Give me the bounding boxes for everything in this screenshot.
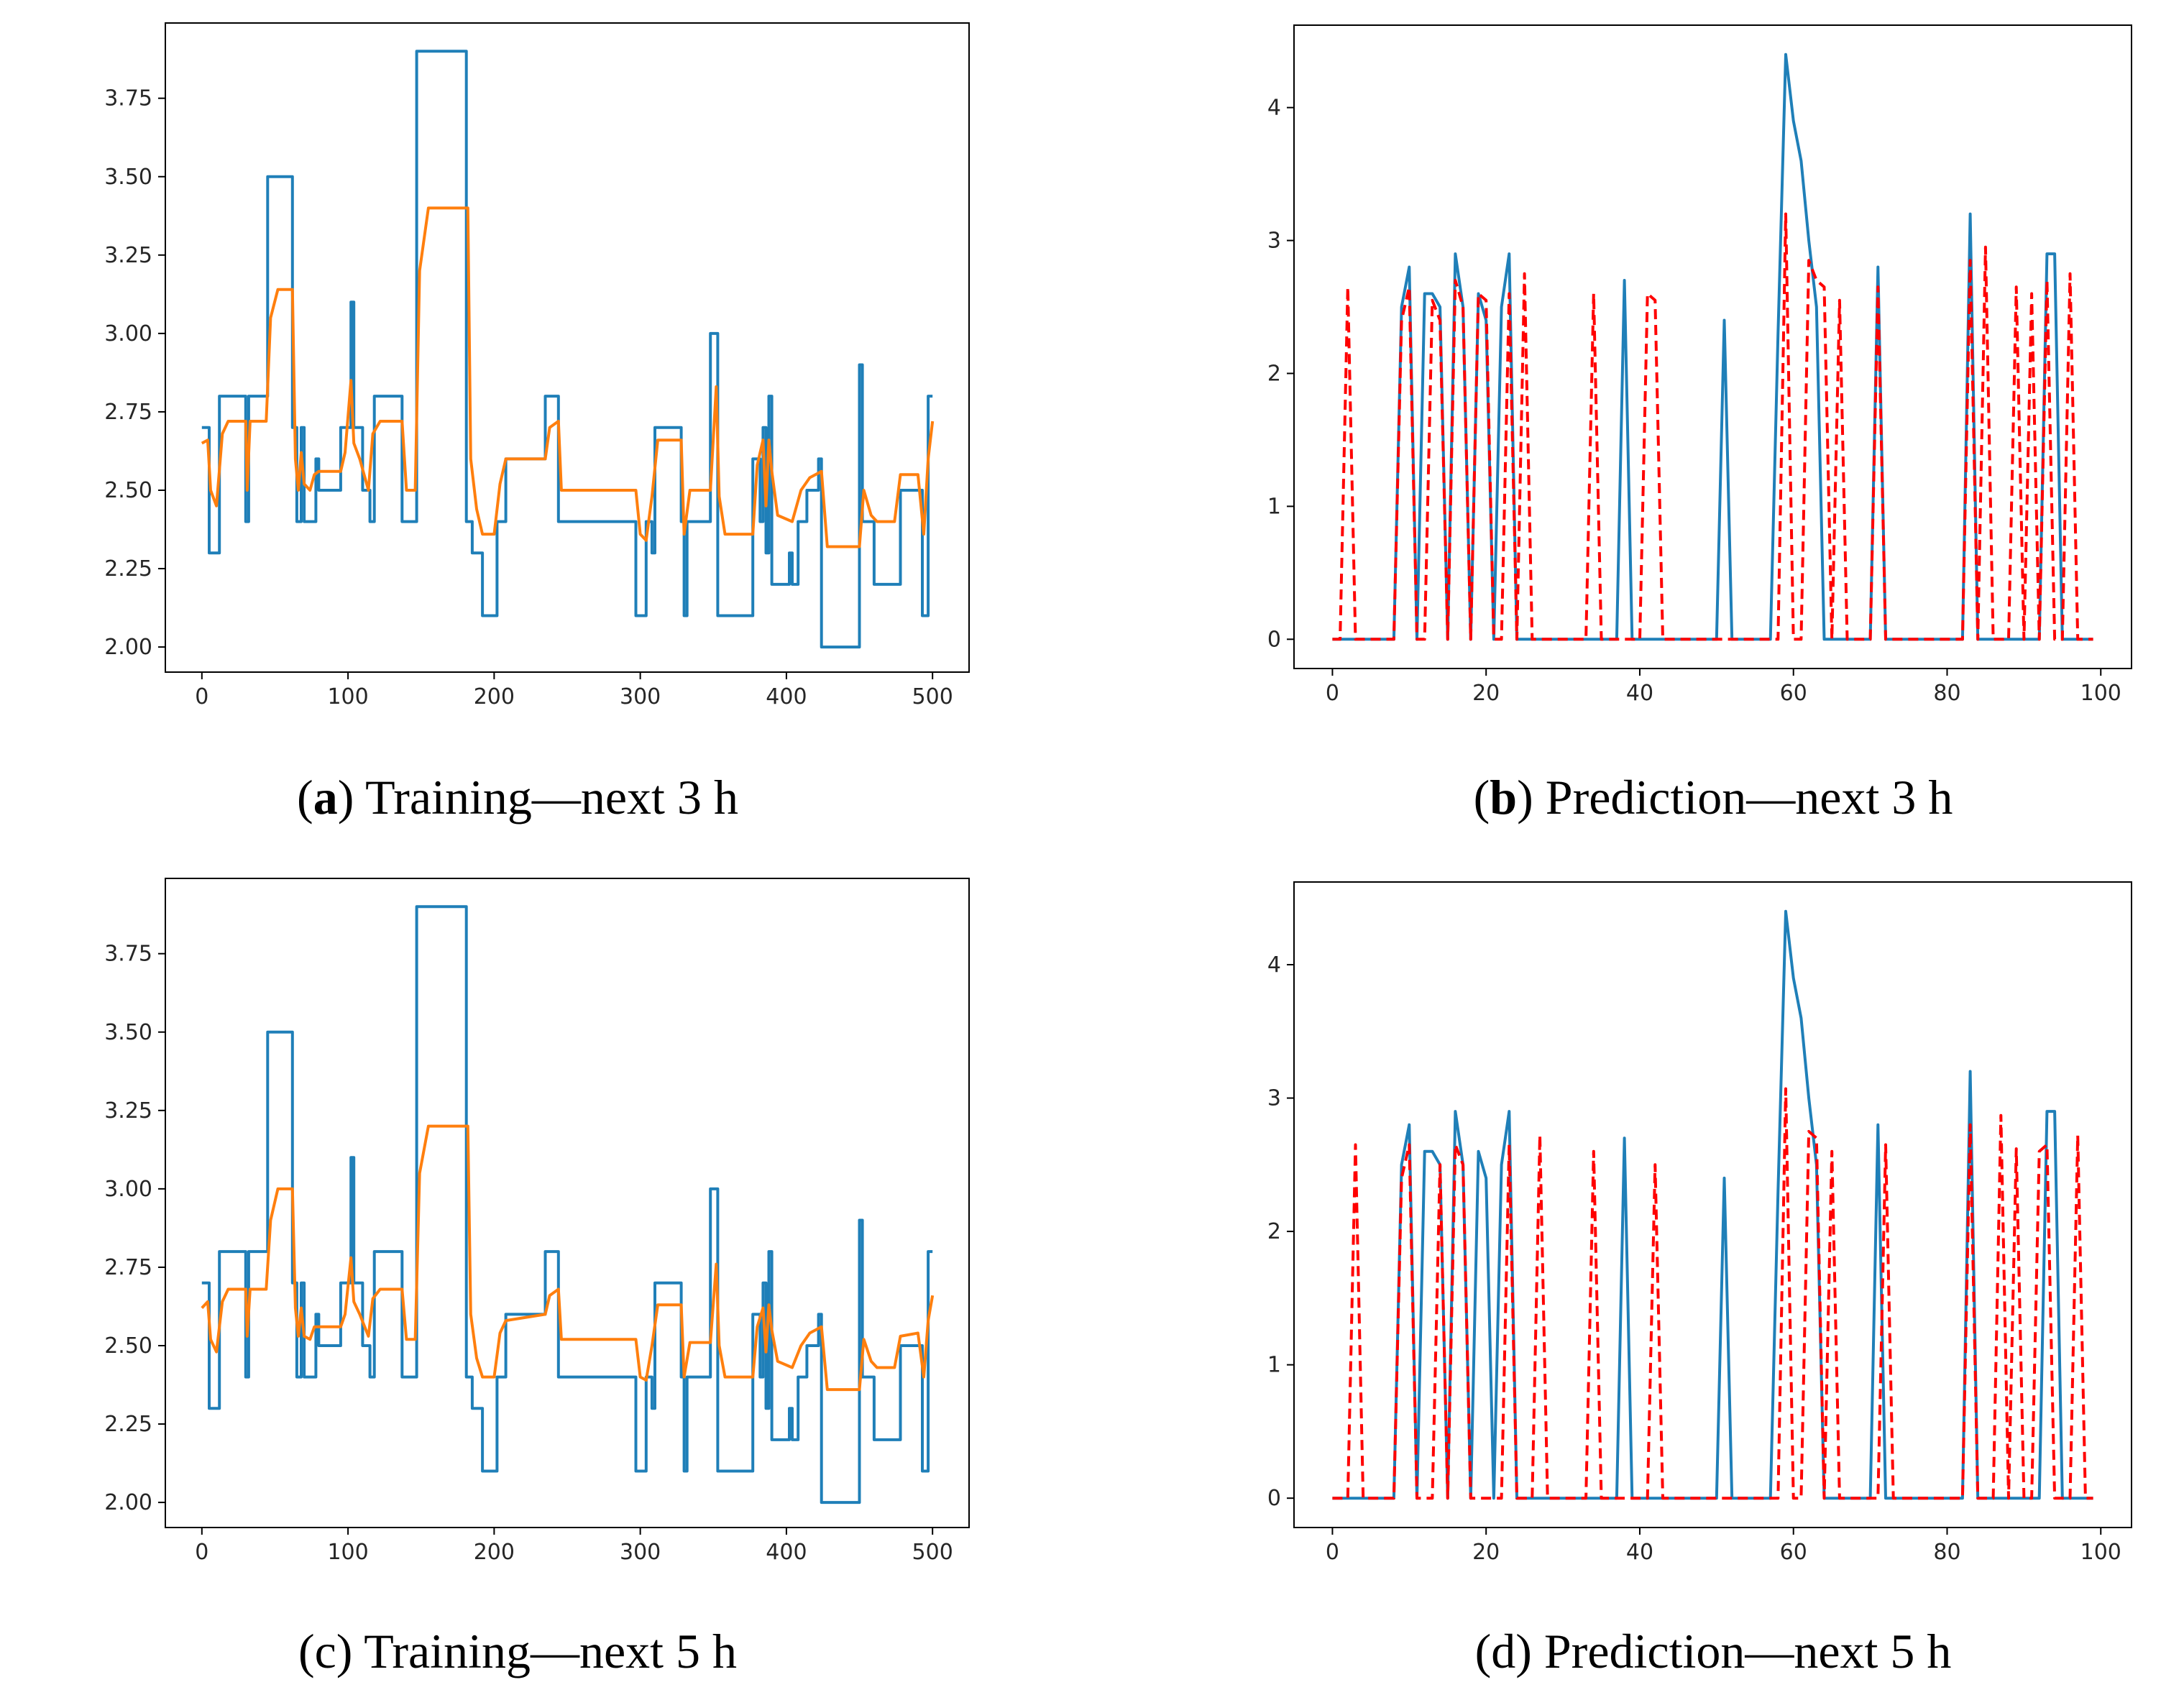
y-tick-label: 4 xyxy=(1267,952,1281,978)
x-tick-label: 400 xyxy=(766,684,807,709)
y-tick-label: 2.50 xyxy=(104,1333,152,1359)
x-tick-label: 200 xyxy=(474,1540,515,1565)
y-tick-label: 4 xyxy=(1267,96,1281,121)
y-tick-label: 3.00 xyxy=(104,1177,152,1202)
x-tick-label: 500 xyxy=(912,1540,953,1565)
caption-d: (d) Prediction—next 5 h xyxy=(1474,1624,1952,1678)
x-tick-label: 80 xyxy=(1933,1540,1960,1565)
y-tick-label: 2.25 xyxy=(104,1412,152,1437)
y-tick-label: 2.00 xyxy=(104,635,152,660)
x-tick-label: 60 xyxy=(1780,1540,1807,1565)
y-tick-label: 3 xyxy=(1267,1086,1281,1111)
series-pred-line xyxy=(1332,1087,2093,1500)
x-tick-label: 100 xyxy=(2080,1540,2121,1565)
caption-a: (a) Training—next 3 h xyxy=(297,770,738,824)
y-tick-label: 3.25 xyxy=(104,243,152,268)
x-tick-label: 100 xyxy=(327,684,368,709)
caption-c: (c) Training—next 5 h xyxy=(298,1624,738,1678)
y-tick-label: 1 xyxy=(1267,1353,1281,1378)
y-tick-label: 0 xyxy=(1267,1486,1281,1511)
y-tick-label: 2.50 xyxy=(104,478,152,503)
y-tick-label: 3 xyxy=(1267,229,1281,254)
y-tick-label: 2 xyxy=(1267,361,1281,386)
series-actual-line xyxy=(1332,52,2093,641)
x-tick-label: 0 xyxy=(195,1540,208,1565)
y-tick-label: 3.75 xyxy=(104,942,152,967)
chart-a: 0 100 200 300 400 500 2.00 2.25 2.50 2.75 3.00 3.25… xyxy=(104,22,970,709)
x-tick-label: 0 xyxy=(1326,1540,1339,1565)
chart-c: 0 100 200 300 400 500 2.00 2.25 2.50 2.75 3.00 3.25… xyxy=(104,878,970,1565)
x-tick-label: 200 xyxy=(474,684,515,709)
y-tick-label: 3.25 xyxy=(104,1098,152,1124)
series-pred-line xyxy=(1332,212,2093,641)
plot-frame xyxy=(1293,881,2132,1528)
y-tick-label: 1 xyxy=(1267,494,1281,519)
series-actual-line xyxy=(201,905,933,1505)
x-tick-label: 40 xyxy=(1626,681,1653,706)
plot-frame xyxy=(1293,24,2132,669)
plot-frame xyxy=(165,878,970,1528)
plot-frame xyxy=(165,22,970,673)
x-tick-label: 80 xyxy=(1933,681,1960,706)
x-tick-label: 20 xyxy=(1472,681,1500,706)
series-actual-line xyxy=(1332,909,2093,1500)
caption-b: (b) Prediction—next 3 h xyxy=(1473,770,1953,824)
series-fit-line xyxy=(201,206,935,548)
y-tick-label: 2.75 xyxy=(104,400,152,425)
y-tick-label: 3.50 xyxy=(104,165,152,190)
x-tick-label: 500 xyxy=(912,684,953,709)
y-tick-label: 2.25 xyxy=(104,556,152,582)
series-actual-line xyxy=(201,50,933,649)
x-tick-label: 0 xyxy=(1326,681,1339,706)
series-fit-line xyxy=(201,1124,935,1392)
x-tick-label: 300 xyxy=(620,684,661,709)
y-tick-label: 2.75 xyxy=(104,1255,152,1280)
y-tick-label: 2.00 xyxy=(104,1490,152,1515)
x-tick-label: 100 xyxy=(327,1540,368,1565)
x-tick-label: 60 xyxy=(1780,681,1807,706)
y-tick-label: 3.00 xyxy=(104,321,152,346)
y-tick-label: 2 xyxy=(1267,1219,1281,1244)
x-tick-label: 300 xyxy=(620,1540,661,1565)
y-tick-label: 3.50 xyxy=(104,1020,152,1045)
y-tick-label: 3.75 xyxy=(104,86,152,111)
x-tick-label: 100 xyxy=(2080,681,2121,706)
y-tick-label: 0 xyxy=(1267,627,1281,652)
chart-d: 0 20 40 60 80 100 0 1 2 3 4 xyxy=(1267,881,2132,1565)
x-tick-label: 0 xyxy=(195,684,208,709)
chart-b: 0 20 40 60 80 100 0 1 2 3 4 xyxy=(1267,24,2132,706)
x-tick-label: 400 xyxy=(766,1540,807,1565)
x-tick-label: 40 xyxy=(1626,1540,1653,1565)
x-tick-label: 20 xyxy=(1472,1540,1500,1565)
